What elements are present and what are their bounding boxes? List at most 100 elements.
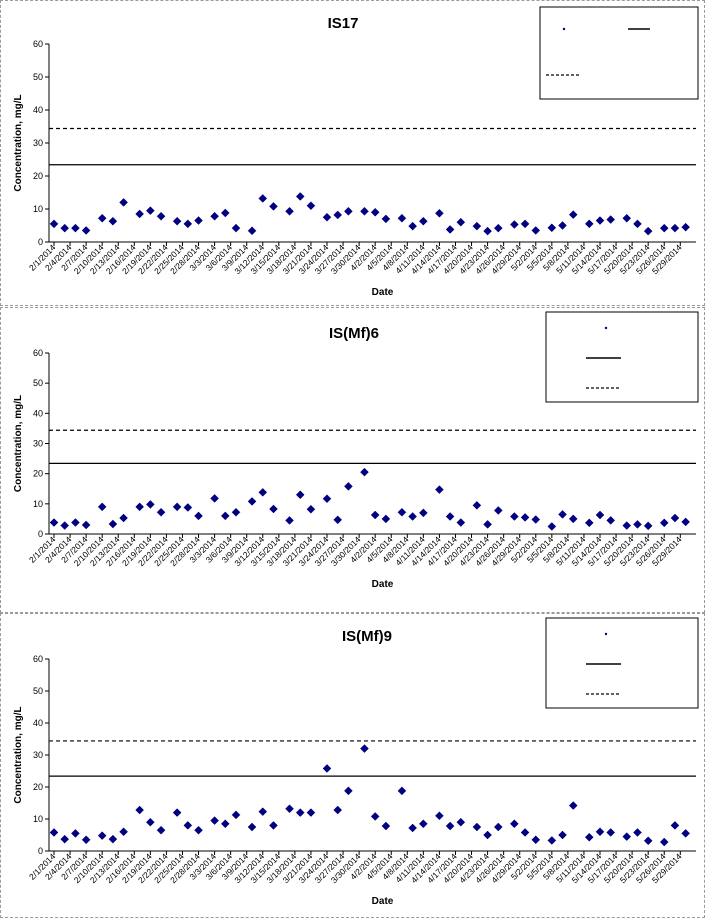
chart-title: IS17	[328, 15, 359, 32]
y-tick-label: 50	[33, 378, 43, 388]
data-point	[435, 485, 444, 495]
data-point	[108, 519, 118, 529]
data-point	[333, 515, 343, 525]
data-point	[306, 504, 316, 514]
y-tick-label: 20	[33, 782, 43, 792]
data-point	[472, 500, 482, 510]
legend-box	[545, 311, 699, 403]
data-point	[509, 512, 519, 521]
data-point	[285, 804, 294, 814]
data-point	[269, 202, 278, 211]
data-point	[231, 507, 241, 517]
y-axis-label: Concentration, mg/L	[13, 706, 24, 803]
data-point	[333, 210, 343, 220]
data-point	[269, 821, 278, 830]
data-point	[172, 502, 182, 512]
data-point	[633, 219, 642, 229]
legend-marker-diamond	[562, 27, 566, 31]
chart-panel-3: IS(Mf)9 0 10 20 30 40 50 60 2/1/2014 2/4/2014 2/7/…	[0, 613, 705, 918]
data-point	[81, 226, 91, 235]
data-point	[435, 208, 444, 218]
y-tick-label: 10	[33, 814, 43, 824]
y-axis-label: Concentration, mg/L	[13, 395, 24, 492]
data-point	[595, 827, 605, 837]
data-point	[633, 519, 642, 529]
data-point	[445, 512, 455, 521]
data-point	[135, 502, 145, 512]
data-point	[622, 832, 632, 841]
data-point	[322, 764, 332, 773]
data-point	[397, 786, 407, 796]
data-point	[220, 819, 230, 829]
data-point	[135, 805, 145, 815]
data-point	[258, 807, 268, 816]
data-point	[183, 503, 193, 512]
data-point	[681, 829, 691, 838]
data-point	[408, 221, 418, 231]
data-point	[344, 786, 353, 796]
data-point	[493, 223, 503, 233]
y-axis-label: Concentration, mg/L	[13, 94, 24, 191]
data-point	[60, 521, 70, 530]
data-point	[183, 219, 193, 229]
y-tick-label: 40	[33, 408, 43, 418]
chart-svg-2: IS(Mf)601020304050602/1/20142/4/20142/7/…	[13, 311, 699, 590]
data-point	[258, 194, 268, 203]
data-point	[622, 213, 632, 223]
data-point	[568, 801, 578, 810]
data-point	[119, 198, 128, 207]
data-point	[247, 497, 257, 506]
y-tick-label: 20	[33, 469, 43, 479]
data-point	[360, 206, 369, 216]
data-point	[568, 210, 578, 219]
y-tick-label: 10	[33, 204, 43, 214]
data-point	[258, 488, 268, 497]
data-point	[606, 828, 616, 837]
data-point	[381, 514, 391, 524]
y-tick-label: 60	[33, 654, 43, 664]
data-point	[397, 213, 407, 223]
data-point	[97, 213, 107, 223]
data-point	[472, 221, 482, 231]
data-point	[643, 226, 653, 236]
data-point	[520, 513, 530, 522]
data-point	[333, 805, 343, 815]
legend-box	[545, 617, 699, 709]
data-point	[119, 827, 128, 837]
y-tick-label: 0	[38, 237, 43, 247]
data-point	[670, 223, 680, 233]
x-axis-label: Date	[372, 896, 394, 907]
data-point	[456, 817, 466, 827]
data-point	[49, 828, 59, 837]
y-tick-label: 30	[33, 750, 43, 760]
data-point	[622, 521, 632, 530]
data-point	[344, 481, 353, 491]
data-point	[81, 520, 91, 530]
data-point	[595, 510, 605, 520]
data-point	[408, 823, 418, 833]
data-point	[584, 832, 594, 842]
data-point	[445, 225, 455, 234]
data-point	[119, 513, 128, 523]
data-point	[172, 216, 182, 226]
data-point	[247, 822, 257, 832]
data-point	[659, 837, 669, 847]
data-point	[71, 829, 80, 838]
data-point	[360, 744, 369, 753]
data-point	[445, 821, 455, 831]
data-point	[547, 223, 557, 233]
data-point	[81, 835, 91, 845]
data-point	[49, 518, 59, 527]
data-point	[322, 494, 332, 504]
data-point	[435, 811, 444, 821]
data-point	[456, 217, 466, 227]
data-point	[370, 207, 380, 217]
y-tick-label: 40	[33, 105, 43, 115]
data-point	[531, 835, 541, 845]
y-tick-label: 30	[33, 138, 43, 148]
data-point	[60, 834, 70, 844]
chart-panel-2: IS(Mf)6 0 10 20 30 40 50 60 2/1/2014 2/4/2014 2/7/…	[0, 307, 705, 613]
data-point	[659, 518, 669, 528]
data-point	[370, 510, 380, 520]
data-point	[670, 513, 680, 523]
